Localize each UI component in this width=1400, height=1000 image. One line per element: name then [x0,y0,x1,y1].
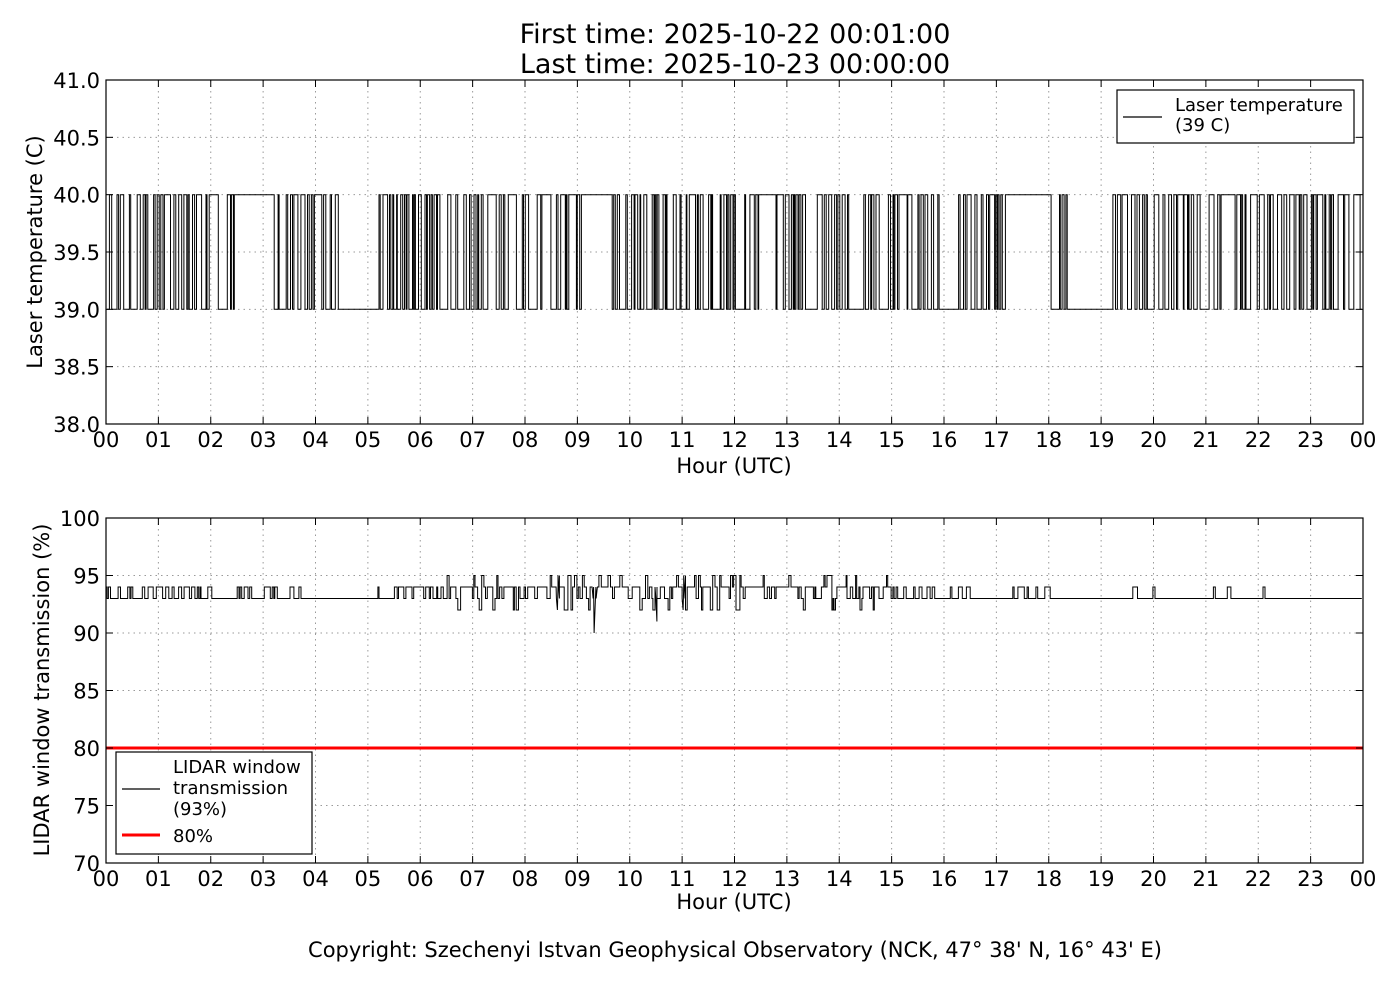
legend-label-lidar-transmission: LIDAR window transmission (93%) [173,757,301,820]
x-tick-label: 16 [931,428,958,452]
x-tick-label: 14 [826,428,853,452]
x-tick-label: 19 [1088,867,1115,891]
x-tick-label: 17 [983,867,1010,891]
laser-temperature-ylabel: Laser temperature (C) [23,135,47,368]
x-tick-label: 11 [669,867,696,891]
x-tick-label: 05 [355,867,382,891]
x-tick-label: 09 [564,867,591,891]
legend-box [115,751,313,855]
x-tick-label: 22 [1245,867,1272,891]
y-tick-label: 40.0 [53,184,100,208]
y-tick-label: 40.5 [53,126,100,150]
chart-title-line2: Last time: 2025-10-23 00:00:00 [520,49,950,80]
y-tick-label: 90 [73,622,100,646]
x-tick-label: 14 [826,867,853,891]
y-tick-label: 75 [73,795,100,819]
y-tick-label: 100 [60,507,100,531]
x-tick-label: 09 [564,428,591,452]
x-tick-label: 00 [1350,428,1377,452]
x-tick-label: 02 [197,428,224,452]
x-tick-label: 15 [878,428,905,452]
x-tick-label: 05 [355,428,382,452]
x-tick-label: 21 [1193,428,1220,452]
x-tick-label: 17 [983,428,1010,452]
y-tick-label: 39.0 [53,298,100,322]
x-tick-label: 10 [616,867,643,891]
x-tick-label: 01 [145,867,172,891]
x-tick-label: 04 [302,867,329,891]
y-tick-label: 41.0 [53,69,100,93]
lidar-transmission-line [105,575,1362,634]
chart-title-line1: First time: 2025-10-22 00:01:00 [520,19,951,50]
laser-temperature-legend: Laser temperature (39 C) [1116,89,1355,144]
x-tick-label: 01 [145,428,172,452]
x-tick-label: 03 [250,428,277,452]
x-tick-label: 21 [1193,867,1220,891]
y-tick-label: 85 [73,680,100,704]
x-tick-label: 18 [1035,867,1062,891]
x-tick-label: 20 [1140,867,1167,891]
y-tick-label: 38.0 [53,413,100,437]
legend-label-threshold: 80% [173,826,213,847]
y-tick-label: 95 [73,565,100,589]
x-tick-label: 03 [250,867,277,891]
x-tick-label: 12 [721,428,748,452]
x-tick-label: 23 [1297,428,1324,452]
y-tick-label: 80 [73,737,100,761]
x-tick-label: 22 [1245,428,1272,452]
x-tick-label: 06 [407,867,434,891]
y-tick-label: 39.5 [53,241,100,265]
lidar-transmission-ticks: 00 01 02 03 04 05 06 07 08 09 10 11 12 13 14 15 16 17 18 19… [60,507,1376,891]
y-tick-label: 70 [73,852,100,876]
x-tick-label: 08 [512,428,539,452]
x-tick-label: 13 [774,428,801,452]
copyright-footer: Copyright: Szechenyi Istvan Geophysical … [308,938,1162,962]
x-tick-label: 13 [774,867,801,891]
laser-temperature-ticks: 00 01 02 03 04 05 06 07 08 09 10 11 12 13 14 15 16 17 18 19… [53,69,1376,452]
lidar-transmission-legend: LIDAR window transmission (93%) 80% [115,751,313,855]
x-tick-label: 11 [669,428,696,452]
y-tick-label: 38.5 [53,356,100,380]
x-tick-label: 18 [1035,428,1062,452]
lidar-transmission-panel: 00 01 02 03 04 05 06 07 08 09 10 11 12 13 14 15 16 17 18 19… [30,507,1376,914]
laser-temperature-line [107,194,1362,310]
x-tick-label: 00 [93,428,120,452]
laser-temperature-series [107,194,1362,310]
lidar-transmission-series [105,575,1363,750]
x-tick-label: 23 [1297,867,1324,891]
x-tick-label: 12 [721,867,748,891]
x-tick-label: 06 [407,428,434,452]
x-tick-label: 08 [512,867,539,891]
lidar-transmission-ylabel: LIDAR window transmission (%) [30,524,54,857]
laser-temperature-panel: 00 01 02 03 04 05 06 07 08 09 10 11 12 13 14 15 16 17 18 19… [23,69,1376,478]
x-tick-label: 19 [1088,428,1115,452]
x-tick-label: 02 [197,867,224,891]
x-tick-label: 07 [459,867,486,891]
x-tick-label: 00 [93,867,120,891]
x-tick-label: 00 [1350,867,1377,891]
x-tick-label: 10 [616,428,643,452]
x-tick-label: 16 [931,867,958,891]
lidar-transmission-xlabel: Hour (UTC) [676,890,791,914]
x-tick-label: 20 [1140,428,1167,452]
legend-label-laser-temperature: Laser temperature (39 C) [1175,95,1343,136]
x-tick-label: 15 [878,867,905,891]
x-tick-label: 07 [459,428,486,452]
x-tick-label: 04 [302,428,329,452]
laser-temperature-xlabel: Hour (UTC) [676,454,791,478]
